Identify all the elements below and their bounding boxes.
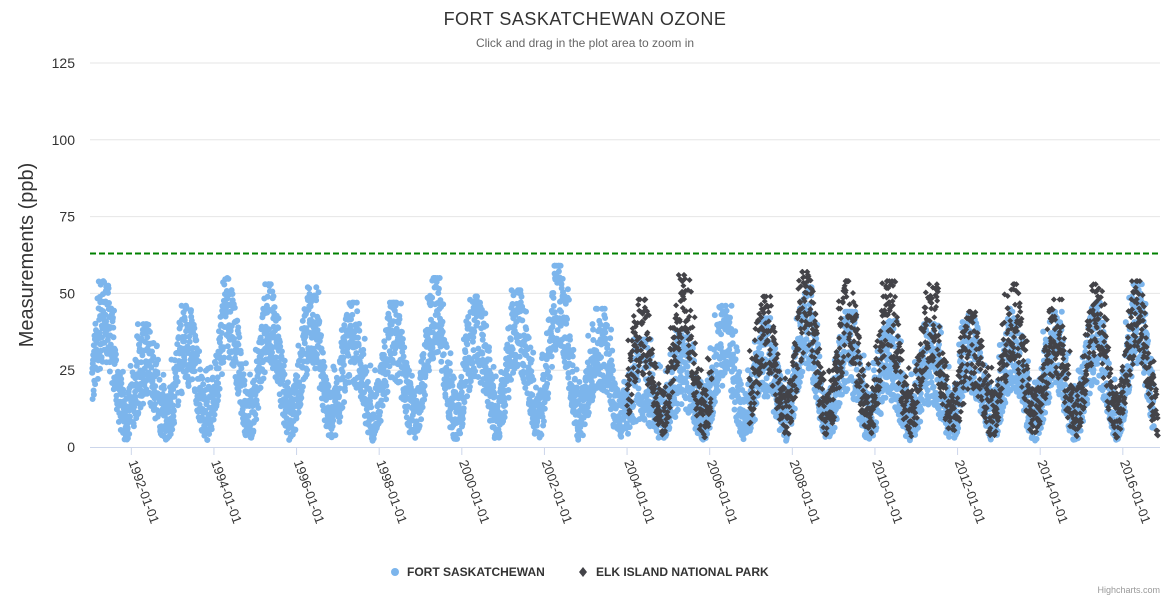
legend-marker-fort-saskatchewan (391, 568, 399, 576)
data-points[interactable] (624, 268, 1161, 441)
y-tick-label-100: 100 (52, 132, 76, 148)
chart-subtitle: Click and drag in the plot area to zoom … (476, 36, 694, 50)
legend[interactable]: FORT SASKATCHEWAN ELK ISLAND NATIONAL PA… (391, 565, 769, 579)
legend-marker-elk-island-national-park (579, 567, 587, 577)
chart-title: FORT SASKATCHEWAN OZONE (444, 9, 727, 29)
legend-label-elk-island-national-park[interactable]: ELK ISLAND NATIONAL PARK (596, 565, 769, 579)
y-tick-label-25: 25 (59, 362, 75, 378)
credits-link[interactable]: Highcharts.com (1097, 585, 1160, 595)
legend-item-fort-saskatchewan[interactable]: FORT SASKATCHEWAN (391, 565, 545, 579)
series-elk-island-national-park[interactable] (624, 268, 1161, 441)
plot-area[interactable] (89, 262, 1161, 444)
legend-item-elk-island-national-park[interactable]: ELK ISLAND NATIONAL PARK (579, 565, 769, 579)
y-axis-ticks: 0 25 50 75 100 125 (52, 55, 76, 455)
series-fort-saskatchewan[interactable] (89, 262, 1157, 444)
y-tick-label-0: 0 (67, 439, 75, 455)
y-tick-label-125: 125 (52, 55, 76, 71)
y-tick-label-50: 50 (59, 285, 75, 301)
legend-label-fort-saskatchewan[interactable]: FORT SASKATCHEWAN (407, 565, 545, 579)
data-points[interactable] (89, 262, 1157, 444)
y-tick-label-75: 75 (59, 209, 75, 225)
y-axis-label: Measurements (ppb) (16, 163, 38, 348)
